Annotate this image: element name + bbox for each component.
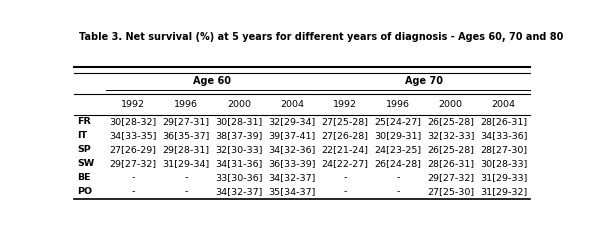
Text: 24[22-27]: 24[22-27]	[321, 159, 368, 168]
Text: SP: SP	[77, 145, 91, 154]
Text: 1992: 1992	[121, 100, 145, 109]
Text: 32[29-34]: 32[29-34]	[268, 117, 316, 126]
Text: 31[29-34]: 31[29-34]	[163, 159, 210, 168]
Text: 27[25-28]: 27[25-28]	[321, 117, 368, 126]
Text: 27[26-28]: 27[26-28]	[321, 131, 368, 140]
Text: -: -	[131, 173, 135, 182]
Text: 26[24-28]: 26[24-28]	[374, 159, 421, 168]
Text: 25[24-27]: 25[24-27]	[374, 117, 421, 126]
Text: 2000: 2000	[227, 100, 251, 109]
Text: 34[32-37]: 34[32-37]	[215, 187, 263, 196]
Text: 32[30-33]: 32[30-33]	[215, 145, 263, 154]
Text: 36[35-37]: 36[35-37]	[162, 131, 210, 140]
Text: 29[27-32]: 29[27-32]	[427, 173, 474, 182]
Text: 1996: 1996	[386, 100, 410, 109]
Text: Age 70: Age 70	[405, 76, 443, 86]
Text: 32[32-33]: 32[32-33]	[427, 131, 474, 140]
Text: 39[37-41]: 39[37-41]	[268, 131, 316, 140]
Text: -: -	[396, 187, 399, 196]
Text: 35[34-37]: 35[34-37]	[268, 187, 316, 196]
Text: -: -	[343, 187, 346, 196]
Text: -: -	[184, 173, 188, 182]
Text: 1992: 1992	[333, 100, 357, 109]
Text: 1996: 1996	[174, 100, 198, 109]
Text: 2004: 2004	[492, 100, 515, 109]
Text: 33[30-36]: 33[30-36]	[215, 173, 263, 182]
Text: 30[28-32]: 30[28-32]	[110, 117, 157, 126]
Text: 26[25-28]: 26[25-28]	[427, 117, 474, 126]
Text: 34[31-36]: 34[31-36]	[215, 159, 263, 168]
Text: -: -	[343, 173, 346, 182]
Text: 34[33-36]: 34[33-36]	[480, 131, 527, 140]
Text: 31[29-33]: 31[29-33]	[480, 173, 527, 182]
Text: 26[25-28]: 26[25-28]	[427, 145, 474, 154]
Text: 38[37-39]: 38[37-39]	[215, 131, 263, 140]
Text: 30[28-33]: 30[28-33]	[480, 159, 527, 168]
Text: Age 60: Age 60	[193, 76, 231, 86]
Text: 24[23-25]: 24[23-25]	[374, 145, 421, 154]
Text: SW: SW	[77, 159, 94, 168]
Text: BE: BE	[77, 173, 91, 182]
Text: 29[27-31]: 29[27-31]	[163, 117, 210, 126]
Text: IT: IT	[77, 131, 87, 140]
Text: -: -	[131, 187, 135, 196]
Text: 28[26-31]: 28[26-31]	[427, 159, 474, 168]
Text: 34[33-35]: 34[33-35]	[109, 131, 157, 140]
Text: -: -	[396, 173, 399, 182]
Text: 22[21-24]: 22[21-24]	[321, 145, 368, 154]
Text: 29[27-32]: 29[27-32]	[110, 159, 157, 168]
Text: 28[27-30]: 28[27-30]	[480, 145, 527, 154]
Text: FR: FR	[77, 117, 91, 126]
Text: 28[26-31]: 28[26-31]	[480, 117, 527, 126]
Text: 34[32-36]: 34[32-36]	[268, 145, 316, 154]
Text: 2000: 2000	[439, 100, 463, 109]
Text: 2004: 2004	[280, 100, 304, 109]
Text: PO: PO	[77, 187, 92, 196]
Text: Table 3. Net survival (%) at 5 years for different years of diagnosis - Ages 60,: Table 3. Net survival (%) at 5 years for…	[79, 32, 564, 42]
Text: -: -	[184, 187, 188, 196]
Text: 30[29-31]: 30[29-31]	[374, 131, 421, 140]
Text: 31[29-32]: 31[29-32]	[480, 187, 527, 196]
Text: 34[32-37]: 34[32-37]	[268, 173, 316, 182]
Text: 29[28-31]: 29[28-31]	[163, 145, 210, 154]
Text: 27[25-30]: 27[25-30]	[427, 187, 474, 196]
Text: 36[33-39]: 36[33-39]	[268, 159, 316, 168]
Text: 30[28-31]: 30[28-31]	[215, 117, 263, 126]
Text: 27[26-29]: 27[26-29]	[110, 145, 157, 154]
